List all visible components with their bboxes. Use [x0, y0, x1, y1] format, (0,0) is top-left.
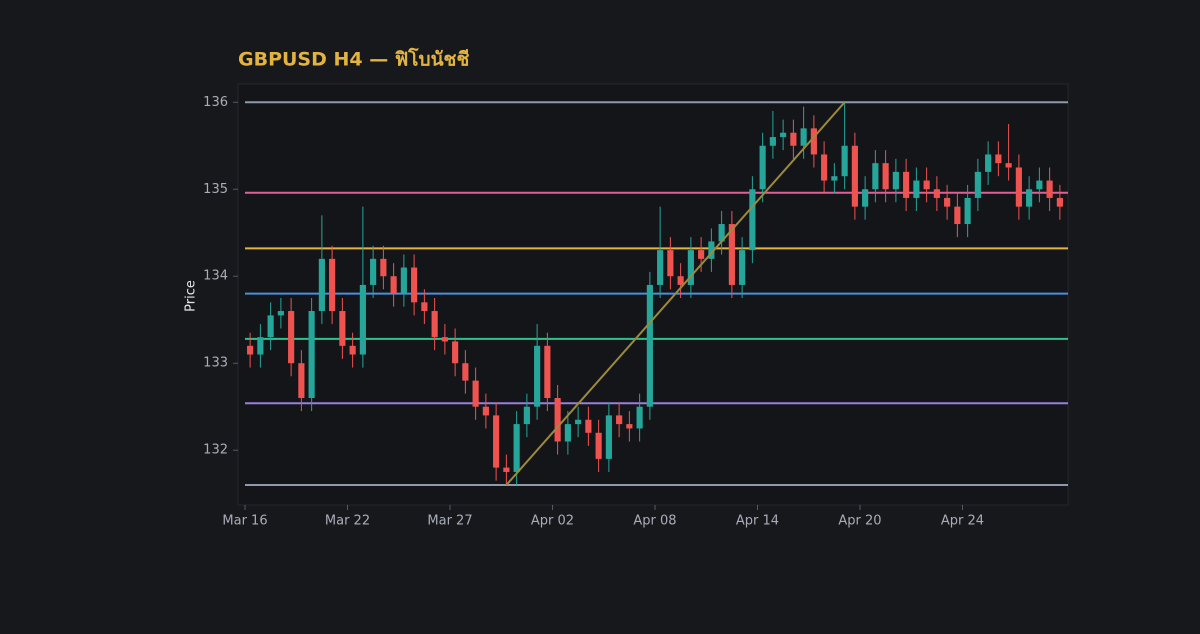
candle-body — [421, 302, 428, 312]
candle-body — [544, 345, 551, 399]
candle-body — [400, 267, 407, 294]
candle-body — [411, 267, 418, 303]
candle-body — [605, 415, 612, 459]
trend-line — [505, 101, 846, 486]
candle-body — [472, 380, 479, 407]
y-tick-label: 135 — [203, 182, 228, 197]
candle-body — [308, 311, 315, 399]
candle-body — [882, 163, 889, 190]
candle-body — [503, 467, 510, 472]
candle-body — [933, 189, 940, 198]
candle-body — [513, 424, 520, 472]
candle-body — [534, 345, 541, 407]
candle-body — [1015, 167, 1022, 207]
candle-body — [851, 145, 858, 207]
x-tick-label: Apr 02 — [531, 514, 574, 529]
candle-body — [554, 398, 561, 442]
candle-body — [616, 415, 623, 425]
candle-body — [964, 197, 971, 225]
candle-body — [462, 363, 469, 381]
candle-body — [298, 363, 305, 399]
candle-body — [523, 406, 530, 425]
candle-body — [790, 132, 797, 146]
candle-body — [749, 189, 756, 251]
candle-body — [339, 311, 346, 346]
candle-body — [1046, 180, 1053, 198]
candle-body — [667, 250, 674, 277]
x-tick-label: Mar 22 — [325, 514, 370, 529]
candle-body — [452, 341, 459, 364]
candle-body — [841, 145, 848, 177]
candle-body — [708, 241, 715, 259]
y-tick-label: 132 — [203, 443, 228, 458]
candle-body — [1056, 197, 1063, 207]
candle-body — [1005, 163, 1012, 168]
candle-body — [390, 276, 397, 294]
x-tick-label: Apr 14 — [736, 514, 779, 529]
y-axis-label: Price — [184, 280, 199, 312]
candle-body — [718, 224, 725, 242]
candle-body — [636, 406, 643, 429]
candle-body — [759, 145, 766, 190]
candle-body — [862, 189, 869, 207]
candle-body — [267, 315, 274, 338]
candle-body — [831, 176, 838, 181]
candle-body — [800, 128, 807, 146]
candle-body — [985, 154, 992, 172]
candle-body — [677, 276, 684, 285]
y-tick-label: 136 — [203, 95, 228, 110]
x-tick-label: Apr 24 — [941, 514, 984, 529]
candle-body — [329, 258, 336, 312]
x-tick-label: Mar 27 — [427, 514, 472, 529]
candle-body — [585, 419, 592, 433]
candle-body — [995, 154, 1002, 164]
candle-body — [575, 419, 582, 425]
candle-body — [370, 258, 377, 285]
candle-body — [657, 250, 664, 285]
chart-title: GBPUSD H4 — ฟิโบนัชชี — [238, 48, 469, 71]
candle-body — [687, 250, 694, 285]
y-tick-label: 134 — [203, 269, 228, 284]
candle-body — [380, 258, 387, 277]
candle-body — [728, 224, 735, 285]
candle-body — [810, 128, 817, 155]
x-tick-label: Apr 20 — [838, 514, 881, 529]
candle-body — [739, 250, 746, 285]
candle-body — [974, 171, 981, 198]
candle-body — [698, 250, 705, 259]
y-tick-label: 133 — [203, 356, 228, 371]
candle-body — [431, 311, 438, 338]
candle-body — [892, 171, 899, 190]
candle-body — [493, 415, 500, 468]
candle-body — [954, 206, 961, 225]
candle-body — [903, 171, 910, 198]
candle-body — [257, 337, 264, 355]
candle-body — [646, 284, 653, 407]
candle-body — [564, 424, 571, 442]
candle-body — [247, 345, 254, 355]
candle-body — [595, 432, 602, 459]
candle-body — [923, 180, 930, 190]
candle-body — [780, 132, 787, 138]
candle-body — [359, 284, 366, 355]
candle-body — [769, 137, 776, 146]
candle-body — [913, 180, 920, 198]
candle-body — [626, 424, 633, 429]
candle-body — [441, 337, 448, 342]
candle-body — [482, 406, 489, 416]
candle-body — [1036, 180, 1043, 190]
candle-body — [349, 345, 356, 355]
candle-body — [1026, 189, 1033, 207]
x-tick-label: Mar 16 — [222, 514, 267, 529]
candle-body — [944, 197, 951, 207]
candle-body — [872, 163, 879, 190]
candle-body — [821, 154, 828, 181]
candle-body — [277, 311, 284, 316]
x-tick-label: Apr 08 — [633, 514, 676, 529]
candle-body — [318, 258, 325, 312]
candle-body — [288, 311, 295, 364]
